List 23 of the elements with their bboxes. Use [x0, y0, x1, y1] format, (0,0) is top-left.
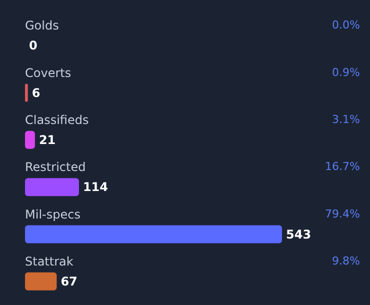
y-tick-label: Restricted — [25, 160, 86, 174]
text: 16.7% — [325, 160, 360, 174]
bar — [25, 130, 35, 149]
bar — [25, 178, 79, 196]
y-tick-label: Mil-specs — [25, 207, 80, 222]
data-label: 114 — [82, 180, 108, 194]
y-tick-label: Stattrak — [25, 254, 74, 268]
bar — [25, 84, 28, 102]
bar — [25, 272, 57, 290]
data-label: 67 — [60, 274, 78, 288]
bar — [25, 225, 282, 244]
y-tick-label: Coverts — [25, 66, 72, 80]
text: 3.1% — [332, 112, 360, 126]
data-label: 21 — [38, 132, 56, 147]
text: 9.8% — [332, 254, 360, 268]
data-label: 6 — [32, 86, 40, 100]
text: 79.4% — [325, 207, 360, 220]
text: 0.9% — [332, 66, 360, 79]
y-tick-label: Golds — [25, 18, 59, 33]
data-label: 0 — [29, 38, 38, 53]
data-label: 543 — [286, 227, 312, 242]
y-tick-label: Classifieds — [25, 112, 89, 127]
text: 0.0% — [332, 18, 360, 32]
